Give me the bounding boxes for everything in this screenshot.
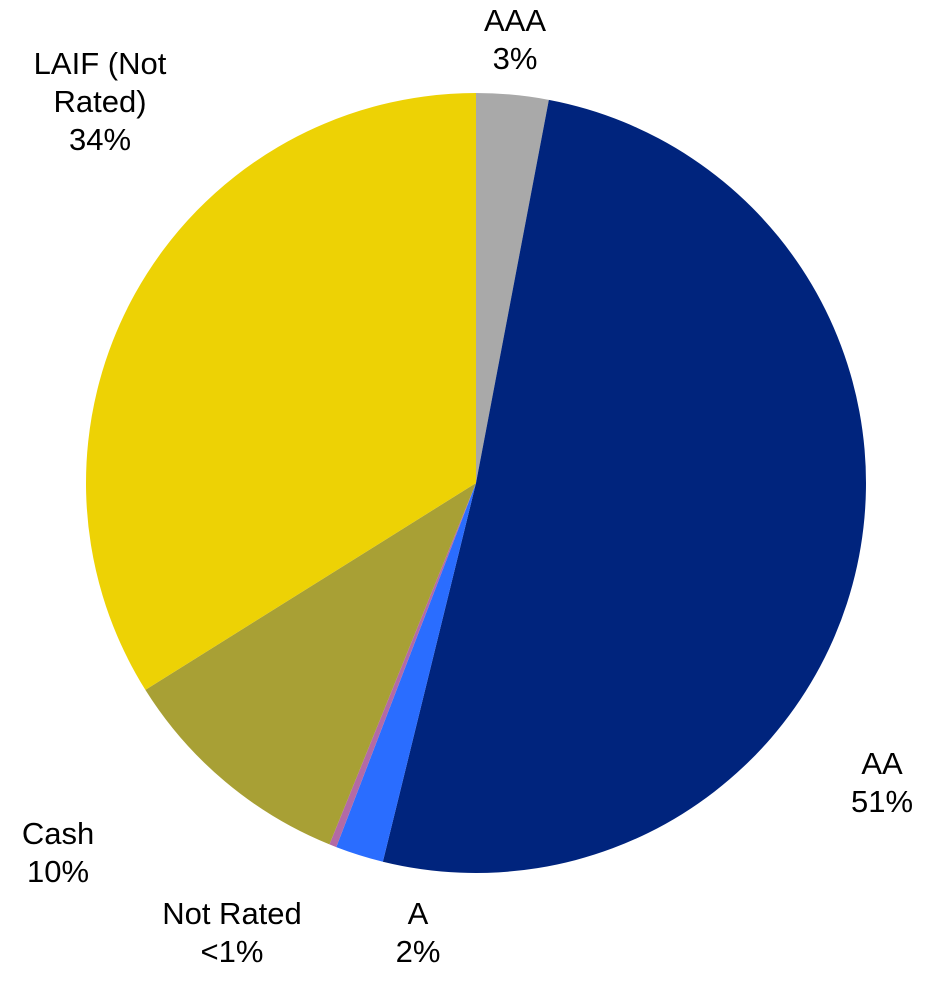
slice-label: AAA 3% <box>435 2 595 78</box>
slice-label: LAIF (Not Rated) 34% <box>5 45 195 159</box>
slice-label: Cash 10% <box>0 815 118 891</box>
pie-slice <box>476 93 549 483</box>
value-label: 34% <box>68 122 132 157</box>
category-name: AAA <box>483 3 547 38</box>
category-name: Cash <box>21 816 95 851</box>
slice-label: A 2% <box>358 895 478 971</box>
slice-label: AA 51% <box>802 745 928 821</box>
value-label: 2% <box>395 934 441 969</box>
category-name: Not Rated <box>162 896 302 931</box>
pie-slice <box>145 483 476 845</box>
value-label: 3% <box>492 41 538 76</box>
category-name: AA <box>861 746 903 781</box>
category-name: LAIF (Not Rated) <box>33 46 167 119</box>
pie-slice <box>329 483 476 848</box>
pie-slice <box>336 483 476 862</box>
slice-label: Not Rated <1% <box>132 895 332 971</box>
category-name: A <box>407 896 429 931</box>
value-label: <1% <box>200 934 264 969</box>
pie-slice <box>85 93 477 690</box>
pie-slice <box>382 99 866 873</box>
value-label: 51% <box>850 784 914 819</box>
value-label: 10% <box>26 854 90 889</box>
